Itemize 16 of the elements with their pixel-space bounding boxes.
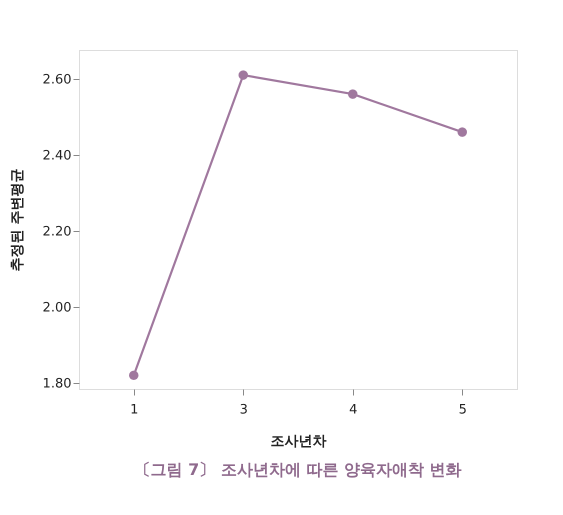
y-tick-label: 2.20 <box>42 224 72 240</box>
y-tick-label: 2.40 <box>42 148 72 164</box>
y-tick-label: 2.00 <box>42 300 72 316</box>
text: 〔그림 7〕 조사년차에 따른 양육자애착 변화 <box>134 460 462 479</box>
point <box>348 89 358 99</box>
x-tick-label: 5 <box>458 402 467 418</box>
point <box>238 70 248 80</box>
x-tick-label: 4 <box>349 402 358 418</box>
point <box>458 127 467 137</box>
y-tick-label: 2.60 <box>42 72 72 88</box>
x-tick-label: 1 <box>130 402 138 418</box>
y-axis-title: 추정된 주변평균 <box>10 168 26 272</box>
y-tick-label: 1.80 <box>42 376 72 392</box>
x-axis-title: 조사년차 <box>270 434 326 450</box>
point <box>129 370 138 380</box>
x-tick-label: 3 <box>240 402 248 418</box>
